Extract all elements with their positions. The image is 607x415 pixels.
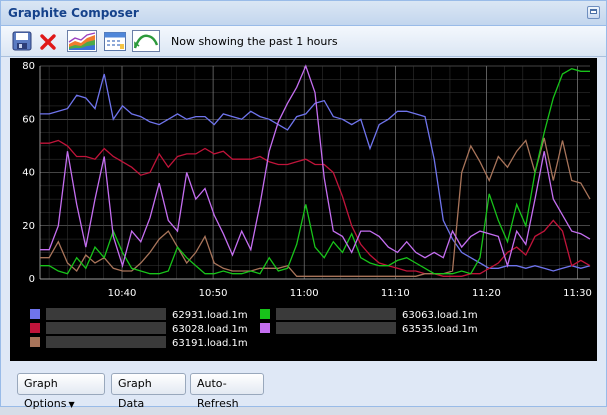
- legend-swatch: [260, 309, 270, 319]
- x-tick-label: 10:50: [199, 288, 228, 299]
- x-tick-label: 11:30: [563, 288, 592, 299]
- graph-chart: 0 20 40 60 80 10:40 10:50 11:00 11:10 11:20 11:30 …: [10, 58, 597, 361]
- footer-toolbar: Graph Options ▼ Graph Data Auto-Refresh: [1, 365, 606, 410]
- graph-data-button[interactable]: Graph Data: [111, 373, 186, 410]
- legend-label: 63028.load.1m: [172, 324, 248, 335]
- graph-data-label: Graph Data: [118, 377, 152, 410]
- window-title: Graphite Composer: [8, 6, 139, 20]
- time-range-status: Now showing the past 1 hours: [171, 35, 338, 48]
- legend-redacted-bar: [46, 308, 166, 320]
- graph-options-label: Graph Options: [24, 377, 67, 410]
- legend-swatch: [30, 323, 40, 333]
- collapse-icon[interactable]: [587, 6, 600, 19]
- x-tick-label: 11:00: [290, 288, 319, 299]
- save-icon[interactable]: [11, 30, 33, 52]
- y-tick-label: 80: [22, 61, 35, 72]
- series-line-63191-load-1m: [40, 137, 591, 277]
- delete-icon[interactable]: [38, 30, 58, 52]
- chart-legend: 62931.load.1m 63028.load.1m 63191.load.1…: [30, 308, 478, 349]
- calendar-icon[interactable]: [103, 30, 127, 52]
- series-line-63028-load-1m: [40, 139, 591, 277]
- legend-label: 63191.load.1m: [172, 338, 248, 349]
- window-titlebar: Graphite Composer: [1, 1, 606, 26]
- legend-label: 62931.load.1m: [172, 310, 248, 321]
- graph-area-icon[interactable]: [67, 30, 97, 52]
- x-tick-label: 11:10: [381, 288, 410, 299]
- legend-label: 63063.load.1m: [402, 310, 478, 321]
- auto-refresh-label: Auto-Refresh: [197, 377, 239, 410]
- y-tick-label: 20: [22, 221, 35, 232]
- series-line-63063-load-1m: [40, 67, 590, 275]
- refresh-icon[interactable]: [132, 30, 160, 52]
- auto-refresh-button[interactable]: Auto-Refresh: [190, 373, 264, 410]
- legend-swatch: [30, 309, 40, 319]
- graph-options-button[interactable]: Graph Options ▼: [17, 373, 105, 410]
- toolbar: Now showing the past 1 hours: [1, 26, 606, 57]
- x-tick-label: 11:20: [472, 288, 501, 299]
- legend-redacted-bar: [46, 322, 166, 334]
- y-tick-label: 0: [29, 274, 35, 285]
- legend-redacted-bar: [276, 308, 396, 320]
- legend-redacted-bar: [276, 322, 396, 334]
- legend-swatch: [30, 337, 40, 347]
- series-line-63535-load-1m: [40, 64, 591, 269]
- y-tick-label: 40: [22, 168, 35, 179]
- legend-label: 63535.load.1m: [402, 324, 478, 335]
- y-tick-label: 60: [22, 114, 35, 125]
- legend-swatch: [260, 323, 270, 333]
- chevron-down-icon: ▼: [68, 400, 75, 409]
- x-tick-label: 10:40: [108, 288, 137, 299]
- legend-redacted-bar: [46, 336, 166, 348]
- series-line-62931-load-1m: [40, 73, 591, 272]
